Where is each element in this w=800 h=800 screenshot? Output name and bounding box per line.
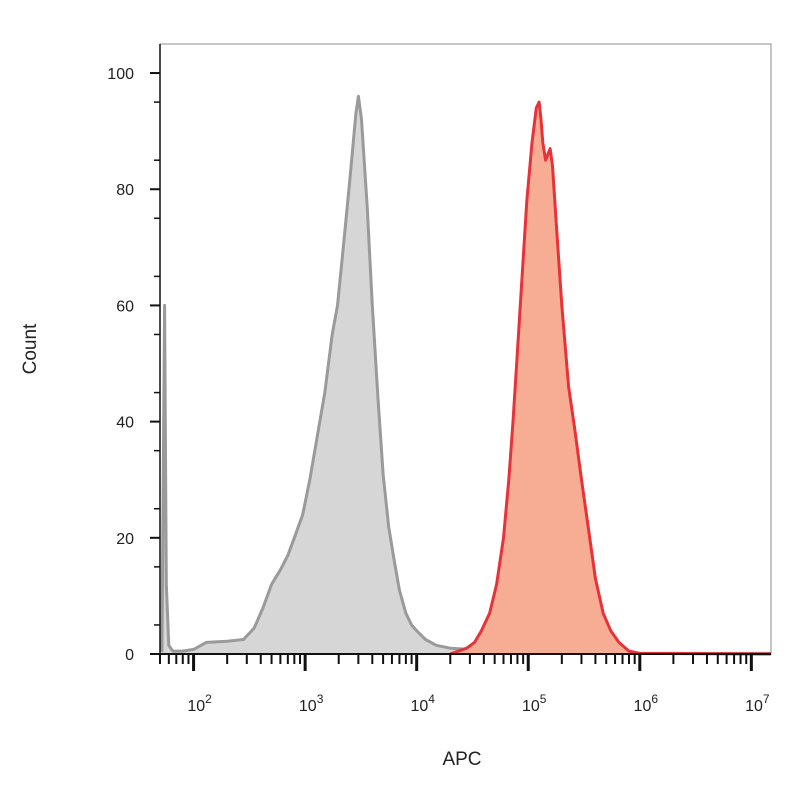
y-axis-title: Count: [20, 323, 41, 374]
plot-frame: [159, 43, 772, 655]
x-tick-label: 105: [522, 692, 547, 715]
series-1-area: [161, 96, 771, 655]
y-axis-ticks: 0 20 40 60 80 100: [107, 66, 160, 664]
y-tick-label: 100: [107, 66, 134, 83]
x-tick-label: 107: [745, 692, 770, 715]
y-tick-label: 0: [125, 647, 134, 664]
x-axis-title: APC: [442, 749, 481, 770]
series-2-line: [449, 100, 772, 656]
series-2-area: [450, 102, 771, 655]
y-axis: 0 20 40 60 80 100: [107, 44, 161, 664]
x-tick-label: 106: [634, 692, 659, 715]
y-tick-label: 60: [116, 298, 134, 315]
x-axis: 102 103 104 105 106 107: [159, 653, 771, 715]
x-tick-label: 102: [187, 692, 212, 715]
y-tick-label: 20: [116, 531, 134, 548]
series-layer: [160, 94, 772, 656]
series-1-line: [160, 94, 771, 655]
x-tick-label: 104: [410, 692, 435, 715]
y-tick-label: 80: [116, 182, 134, 199]
x-tick-label: 103: [299, 692, 324, 715]
x-axis-ticks: 102 103 104 105 106 107: [159, 654, 770, 715]
y-tick-label: 40: [116, 415, 134, 432]
plot-area: [159, 43, 772, 656]
